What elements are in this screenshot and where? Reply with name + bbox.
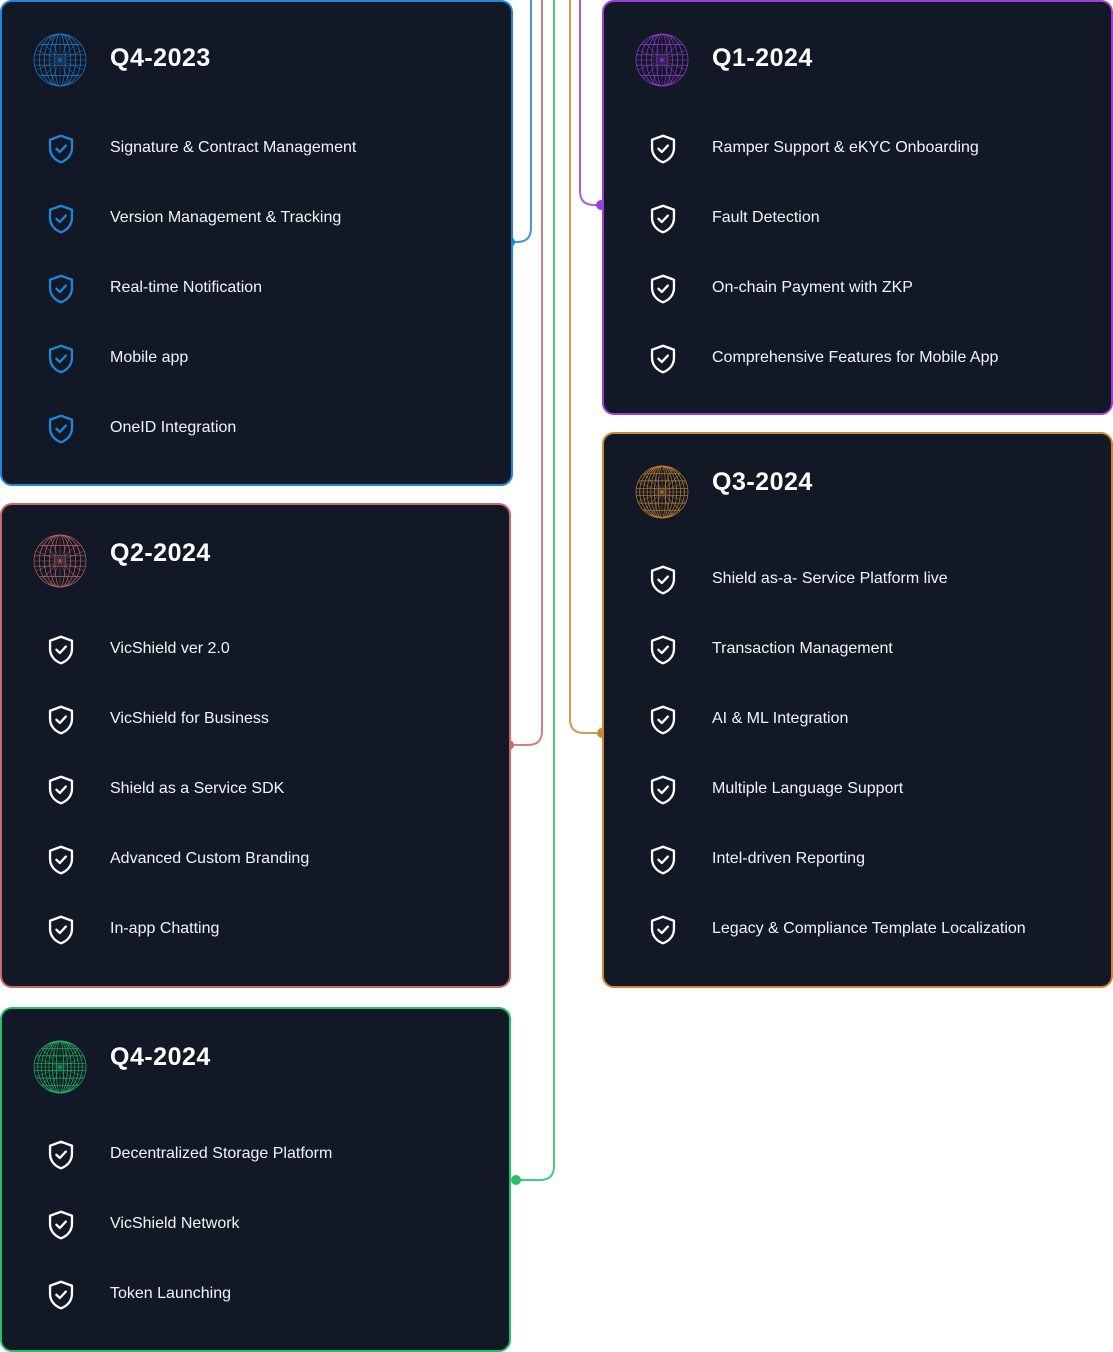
shield-check-icon (47, 915, 75, 945)
shield-check-icon (47, 134, 75, 164)
card-title: Q3-2024 (712, 468, 813, 496)
roadmap-item: In-app Chatting (2, 910, 509, 950)
shield-check-icon (47, 845, 75, 875)
connector-line-q1-2024 (579, 0, 601, 206)
roadmap-item-label: OneID Integration (110, 419, 237, 436)
roadmap-item: Shield as-a- Service Platform live (604, 560, 1111, 600)
roadmap-item-label: VicShield Network (110, 1215, 240, 1232)
globe-icon (634, 464, 690, 520)
roadmap-item-label: Transaction Management (712, 640, 893, 657)
roadmap-item: Comprehensive Features for Mobile App (604, 339, 1111, 379)
shield-check-icon (47, 1210, 75, 1240)
roadmap-item: Shield as a Service SDK (2, 770, 509, 810)
shield-check-icon (649, 204, 677, 234)
roadmap-item-label: Shield as a Service SDK (110, 780, 285, 797)
shield-check-icon (649, 775, 677, 805)
roadmap-card-q4-2023: Q4-2023 Signature & Contract Management Ve… (0, 0, 513, 486)
roadmap-item: Advanced Custom Branding (2, 840, 509, 880)
roadmap-item-label: Fault Detection (712, 209, 820, 226)
connector-line-q4-2023 (510, 0, 532, 243)
roadmap-item: Decentralized Storage Platform (2, 1135, 509, 1175)
roadmap-card-q1-2024: Q1-2024 Ramper Support & eKYC Onboarding F… (602, 0, 1113, 415)
roadmap-item-label: Token Launching (110, 1285, 231, 1302)
shield-check-icon (649, 845, 677, 875)
card-title: Q2-2024 (110, 539, 211, 567)
card-title: Q4-2023 (110, 44, 211, 72)
roadmap-item: Mobile app (2, 339, 511, 379)
roadmap-item-label: Multiple Language Support (712, 780, 904, 797)
roadmap-item: VicShield for Business (2, 700, 509, 740)
shield-check-icon (47, 775, 75, 805)
roadmap-item: On-chain Payment with ZKP (604, 269, 1111, 309)
connector-line-q2-2024 (509, 0, 543, 746)
card-title: Q1-2024 (712, 44, 813, 72)
roadmap-item-label: VicShield for Business (110, 710, 269, 727)
shield-check-icon (649, 635, 677, 665)
roadmap-item: Intel-driven Reporting (604, 840, 1111, 880)
connector-line-q4-2024 (516, 0, 555, 1181)
roadmap-item-label: VicShield ver 2.0 (110, 640, 230, 657)
shield-check-icon (649, 344, 677, 374)
shield-check-icon (47, 1140, 75, 1170)
roadmap-card-q4-2024: Q4-2024 Decentralized Storage Platform Vic… (0, 1007, 511, 1352)
card-title: Q4-2024 (110, 1043, 211, 1071)
roadmap-item: Transaction Management (604, 630, 1111, 670)
roadmap-item-label: Real-time Notification (110, 279, 263, 296)
roadmap-card-q2-2024: Q2-2024 VicShield ver 2.0 VicShield for Bu… (0, 503, 511, 988)
globe-icon (32, 1039, 88, 1095)
roadmap-item-label: On-chain Payment with ZKP (712, 279, 913, 296)
roadmap-item: Ramper Support & eKYC Onboarding (604, 129, 1111, 169)
roadmap-item: OneID Integration (2, 409, 511, 449)
roadmap-card-q3-2024: Q3-2024 Shield as-a- Service Platform liv… (602, 432, 1113, 988)
roadmap-item: Signature & Contract Management (2, 129, 511, 169)
shield-check-icon (649, 915, 677, 945)
shield-check-icon (649, 565, 677, 595)
shield-check-icon (649, 274, 677, 304)
shield-check-icon (47, 204, 75, 234)
roadmap-item-label: Shield as-a- Service Platform live (712, 570, 948, 587)
roadmap-item-label: Signature & Contract Management (110, 139, 357, 156)
roadmap-item: VicShield Network (2, 1205, 509, 1245)
shield-check-icon (649, 134, 677, 164)
roadmap-item-label: Mobile app (110, 349, 189, 366)
roadmap-item: Real-time Notification (2, 269, 511, 309)
roadmap-item-label: Intel-driven Reporting (712, 850, 865, 867)
roadmap-item-label: Ramper Support & eKYC Onboarding (712, 139, 979, 156)
shield-check-icon (47, 705, 75, 735)
roadmap-item: Legacy & Compliance Template Localizatio… (604, 910, 1111, 950)
connector-line-q3-2024 (569, 0, 602, 734)
roadmap-item-label: In-app Chatting (110, 920, 220, 937)
shield-check-icon (47, 414, 75, 444)
roadmap-item: AI & ML Integration (604, 700, 1111, 740)
globe-icon (32, 533, 88, 589)
roadmap-item-label: Advanced Custom Branding (110, 850, 310, 867)
roadmap-item-label: Comprehensive Features for Mobile App (712, 349, 999, 366)
roadmap-item-label: Version Management & Tracking (110, 209, 342, 226)
globe-icon (32, 32, 88, 88)
roadmap-item: VicShield ver 2.0 (2, 630, 509, 670)
roadmap-item-label: Legacy & Compliance Template Localizatio… (712, 920, 1026, 937)
roadmap-item: Token Launching (2, 1275, 509, 1315)
shield-check-icon (47, 1280, 75, 1310)
shield-check-icon (47, 344, 75, 374)
roadmap-item-label: AI & ML Integration (712, 710, 849, 727)
shield-check-icon (47, 274, 75, 304)
connector-dot-q4-2024 (511, 1175, 521, 1185)
shield-check-icon (47, 635, 75, 665)
roadmap-item: Fault Detection (604, 199, 1111, 239)
roadmap-item: Multiple Language Support (604, 770, 1111, 810)
globe-icon (634, 32, 690, 88)
roadmap-item-label: Decentralized Storage Platform (110, 1145, 333, 1162)
shield-check-icon (649, 705, 677, 735)
roadmap-item: Version Management & Tracking (2, 199, 511, 239)
